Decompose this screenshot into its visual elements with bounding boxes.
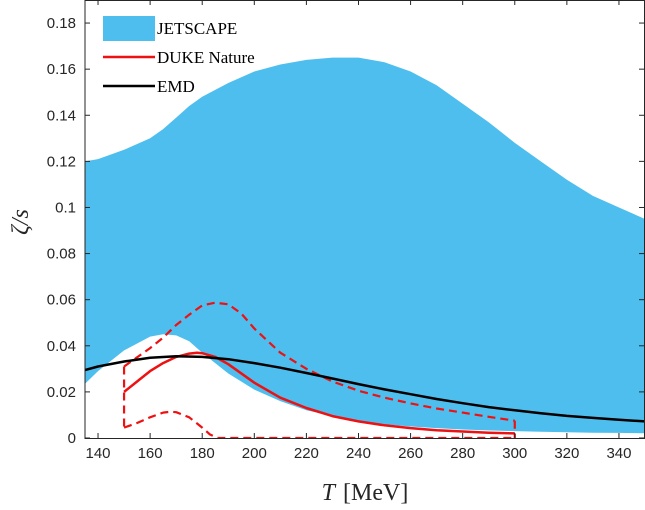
y-tick-label: 0 [68, 430, 76, 447]
y-tick-label: 0.16 [47, 61, 76, 78]
legend: JETSCAPE DUKE Nature EMD [103, 16, 255, 96]
x-axis-title: T [MeV] [322, 480, 409, 506]
x-tick-label: 280 [450, 445, 475, 462]
y-tick-label: 0.12 [47, 153, 76, 170]
series-line-duke-nature-lower [123, 410, 515, 438]
series-line-duke-nature [123, 351, 515, 435]
y-tick-label: 0.02 [47, 384, 76, 401]
x-tick-label: 300 [502, 445, 527, 462]
legend-label: EMD [157, 77, 195, 96]
plot-area [85, 57, 645, 438]
legend-entry-emd: EMD [103, 77, 195, 96]
legend-swatch [103, 16, 155, 41]
series-band-jetscape [85, 57, 645, 434]
y-tick-label: 0.14 [47, 107, 76, 124]
series-line-duke-nature-upper [123, 301, 515, 422]
x-tick-label: 140 [86, 445, 111, 462]
x-tick-label: 260 [398, 445, 423, 462]
x-tick-label: 340 [606, 445, 631, 462]
y-tick-label: 0.06 [47, 292, 76, 309]
series-line-emd [85, 354, 645, 423]
x-tick-label: 200 [242, 445, 267, 462]
x-tick-label: 220 [294, 445, 319, 462]
y-tick-label: 0.1 [55, 199, 76, 216]
legend-entry-duke-nature: DUKE Nature [103, 48, 255, 67]
y-tick-label: 0.04 [47, 338, 76, 355]
x-tick-label: 320 [554, 445, 579, 462]
legend-entry-jetscape: JETSCAPE [103, 16, 237, 41]
legend-label: DUKE Nature [157, 48, 255, 67]
x-tick-label: 160 [138, 445, 163, 462]
x-axis-unit: [MeV] [343, 480, 408, 506]
legend-label: JETSCAPE [157, 19, 237, 38]
tick-labels: 140 160 180 200 220 240 260 280 300 320 340 0 0.02 0.… [47, 15, 632, 462]
y-tick-label: 0.08 [47, 246, 76, 263]
y-tick-label: 0.18 [47, 15, 76, 32]
y-axis-title: ζ/s [8, 209, 34, 235]
x-tick-label: 180 [190, 445, 215, 462]
x-axis-variable: T [322, 480, 337, 506]
x-tick-label: 240 [346, 445, 371, 462]
